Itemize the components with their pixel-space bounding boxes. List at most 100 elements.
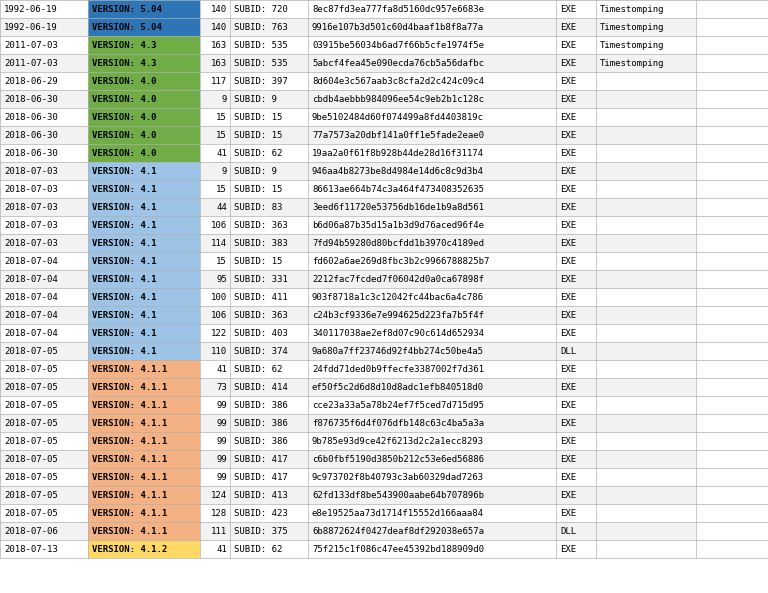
Bar [200,522,230,540]
Text: 2018-07-05: 2018-07-05 [4,454,58,464]
Bar [556,396,596,414]
Text: EXE: EXE [560,275,576,283]
Bar [88,288,200,306]
Bar [308,126,556,144]
Bar [308,108,556,126]
Bar [88,126,200,144]
Bar [200,414,230,432]
Bar [0,288,88,306]
Text: 2018-07-04: 2018-07-04 [4,292,58,301]
Bar [230,72,308,90]
Text: 2018-07-05: 2018-07-05 [4,346,58,355]
Bar [0,216,88,234]
Text: VERSION: 4.1.1: VERSION: 4.1.1 [92,436,167,445]
Text: EXE: EXE [560,94,576,104]
Bar [556,288,596,306]
Bar [200,468,230,486]
Bar [200,288,230,306]
Bar [0,396,88,414]
Text: VERSION: 4.0: VERSION: 4.0 [92,148,157,158]
Bar [0,306,88,324]
Text: SUBID: 720: SUBID: 720 [234,5,288,14]
Bar [596,216,696,234]
Bar [200,360,230,378]
Text: 8ec87fd3ea777fa8d5160dc957e6683e: 8ec87fd3ea777fa8d5160dc957e6683e [312,5,484,14]
Text: Timestomping: Timestomping [600,59,664,68]
Bar [596,270,696,288]
Bar [230,432,308,450]
Text: EXE: EXE [560,238,576,247]
Text: VERSION: 4.0: VERSION: 4.0 [92,130,157,139]
Text: 5abcf4fea45e090ecda76cb5a56dafbc: 5abcf4fea45e090ecda76cb5a56dafbc [312,59,484,68]
Text: SUBID: 15: SUBID: 15 [234,184,283,193]
Text: 2212fac7fcded7f06042d0a0ca67898f: 2212fac7fcded7f06042d0a0ca67898f [312,275,484,283]
Text: 106: 106 [211,221,227,229]
Text: EXE: EXE [560,76,576,85]
Text: EXE: EXE [560,311,576,320]
Bar [88,198,200,216]
Bar [308,468,556,486]
Text: 2018-07-04: 2018-07-04 [4,275,58,283]
Bar [88,522,200,540]
Bar [230,108,308,126]
Bar [230,450,308,468]
Bar [230,54,308,72]
Text: DLL: DLL [560,346,576,355]
Bar [0,342,88,360]
Bar [308,288,556,306]
Text: EXE: EXE [560,454,576,464]
Bar [200,504,230,522]
Bar [556,90,596,108]
Bar [230,234,308,252]
Bar [556,198,596,216]
Text: 41: 41 [217,365,227,374]
Bar [230,36,308,54]
Text: 946aa4b8273be8d4984e14d6c8c9d3b4: 946aa4b8273be8d4984e14d6c8c9d3b4 [312,167,484,176]
Bar [556,486,596,504]
Text: EXE: EXE [560,221,576,229]
Bar [556,540,596,558]
Bar [0,414,88,432]
Bar [556,252,596,270]
Text: SUBID: 386: SUBID: 386 [234,436,288,445]
Bar [308,270,556,288]
Text: 15: 15 [217,184,227,193]
Bar [596,144,696,162]
Text: SUBID: 375: SUBID: 375 [234,527,288,535]
Text: EXE: EXE [560,40,576,49]
Bar [0,432,88,450]
Bar [0,90,88,108]
Bar [556,522,596,540]
Bar [88,324,200,342]
Bar [308,306,556,324]
Text: SUBID: 374: SUBID: 374 [234,346,288,355]
Bar [230,0,308,18]
Bar [0,108,88,126]
Bar [230,486,308,504]
Bar [308,324,556,342]
Text: VERSION: 4.1.1: VERSION: 4.1.1 [92,365,167,374]
Text: SUBID: 417: SUBID: 417 [234,473,288,482]
Text: EXE: EXE [560,257,576,266]
Bar [200,180,230,198]
Bar [596,36,696,54]
Bar [556,234,596,252]
Text: 86613ae664b74c3a464f473408352635: 86613ae664b74c3a464f473408352635 [312,184,484,193]
Bar [88,162,200,180]
Text: 6b8872624f0427deaf8df292038e657a: 6b8872624f0427deaf8df292038e657a [312,527,484,535]
Text: 2018-06-30: 2018-06-30 [4,113,58,122]
Text: b6d06a87b35d15a1b3d9d76aced96f4e: b6d06a87b35d15a1b3d9d76aced96f4e [312,221,484,229]
Text: 19aa2a0f61f8b928b44de28d16f31174: 19aa2a0f61f8b928b44de28d16f31174 [312,148,484,158]
Text: 8d604e3c567aab3c8cfa2d2c424c09c4: 8d604e3c567aab3c8cfa2d2c424c09c4 [312,76,484,85]
Text: SUBID: 383: SUBID: 383 [234,238,288,247]
Text: VERSION: 4.1.1: VERSION: 4.1.1 [92,509,167,518]
Text: 41: 41 [217,148,227,158]
Text: fd602a6ae269d8fbc3b2c9966788825b7: fd602a6ae269d8fbc3b2c9966788825b7 [312,257,489,266]
Text: 2018-07-03: 2018-07-03 [4,167,58,176]
Text: 2018-06-30: 2018-06-30 [4,148,58,158]
Text: 2018-07-04: 2018-07-04 [4,329,58,337]
Bar [88,486,200,504]
Text: VERSION: 5.04: VERSION: 5.04 [92,5,162,14]
Bar [556,504,596,522]
Bar [556,36,596,54]
